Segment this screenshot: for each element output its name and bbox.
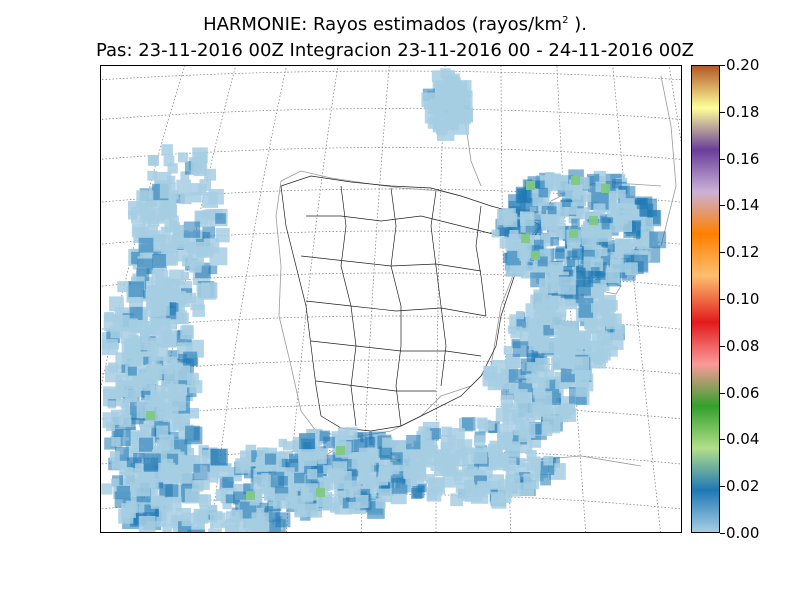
chart-title-line2: Pas: 23-11-2016 00Z Integracion 23-11-20… [95,40,694,61]
colorbar-tick-label: 0.02 [726,477,760,496]
colorbar-tick-label: 0.14 [726,196,760,215]
peak-cell [246,491,255,500]
colorbar [691,65,720,533]
peak-cell [316,488,325,497]
peak-cell [146,411,155,420]
province-borders [280,175,542,432]
peak-cell [571,176,580,185]
chart-title-line1: HARMONIE: Rayos estimados (rayos/km2 ). [203,14,587,35]
peak-cell [526,181,535,190]
colorbar-tick-label: 0.06 [726,383,760,402]
colorbar-tick-label: 0.20 [726,56,760,74]
peak-cell [589,216,598,225]
colorbar-tick-label: 0.18 [726,102,760,121]
colorbar-ticks: 0.00 0.02 0.04 0.06 0.08 0.10 0.12 0.14 0.16 0.18… [720,56,800,542]
peak-cell [569,229,578,238]
peak-cell [601,184,610,193]
peak-cell [521,234,530,243]
lightning-field [101,68,667,532]
colorbar-tick-label: 0.08 [726,336,760,355]
colorbar-tick-label: 0.10 [726,290,760,308]
peak-cell [531,251,540,260]
peak-cell [336,446,345,455]
colorbar-tick-label: 0.16 [726,149,760,168]
colorbar-tick-label: 0.00 [726,524,760,542]
colorbar-gradient [692,66,719,532]
map-canvas [101,66,681,532]
colorbar-tick-label: 0.04 [726,430,760,449]
map-panel [100,65,682,533]
colorbar-tick-label: 0.12 [726,243,760,262]
